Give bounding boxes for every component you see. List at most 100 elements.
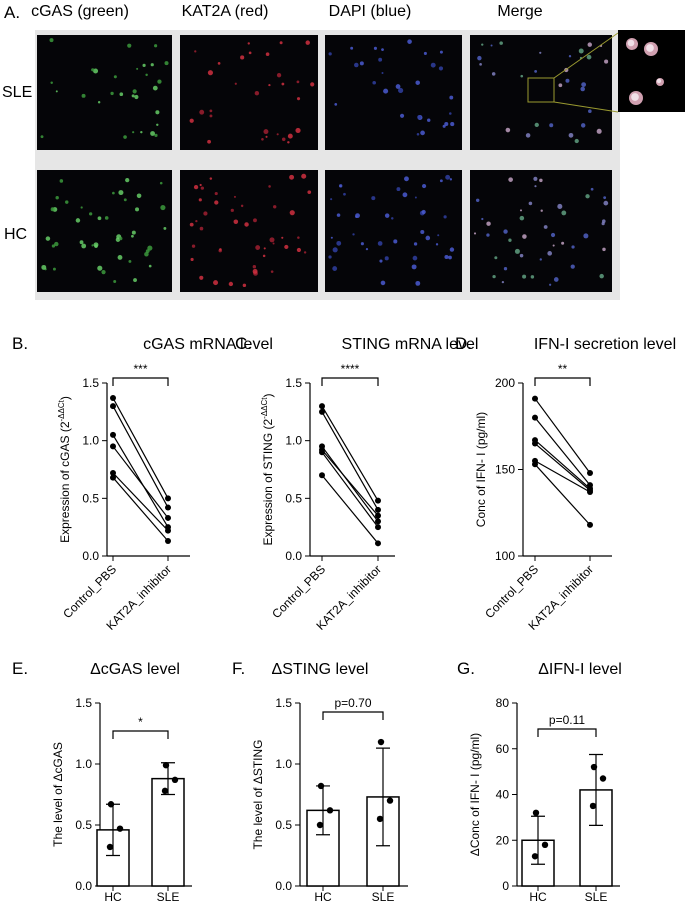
cell — [479, 63, 482, 66]
cell — [214, 200, 219, 205]
cell — [494, 256, 498, 260]
bar — [151, 777, 185, 887]
cell — [97, 101, 101, 104]
cell — [415, 80, 420, 85]
cell — [586, 54, 592, 60]
point — [162, 762, 170, 769]
cell — [113, 280, 117, 284]
y-tick-label: 1.0 — [75, 757, 92, 771]
cell — [200, 186, 204, 190]
cell — [159, 181, 163, 185]
point — [116, 825, 124, 832]
cell — [287, 141, 290, 144]
cell — [213, 280, 219, 286]
cell — [53, 267, 56, 271]
cell — [646, 44, 654, 52]
point — [171, 776, 179, 784]
cell — [539, 51, 542, 54]
cell — [276, 73, 282, 78]
significance-bracket — [537, 728, 597, 737]
point — [375, 506, 381, 513]
cell — [230, 208, 234, 212]
y-tick-label: 1.5 — [285, 376, 302, 390]
pair-line — [112, 434, 169, 528]
cell — [481, 217, 484, 221]
cell — [104, 216, 109, 220]
zoom-line — [553, 32, 619, 79]
micrograph — [180, 170, 318, 292]
cell — [568, 55, 572, 58]
cell — [119, 236, 123, 241]
cell — [270, 270, 274, 273]
cell — [378, 57, 383, 62]
cell — [91, 244, 94, 247]
cell — [415, 280, 421, 286]
cell — [131, 230, 136, 235]
cell — [55, 196, 59, 200]
cell — [398, 87, 404, 94]
cell — [142, 63, 146, 68]
column-header: DAPI (blue) — [329, 3, 412, 20]
chart-title: ΔIFN-I level — [538, 661, 622, 678]
zoom-box — [527, 77, 555, 103]
cell — [154, 133, 158, 137]
cell — [269, 237, 275, 243]
cell — [253, 218, 257, 223]
cell — [328, 255, 332, 259]
cell — [214, 191, 218, 196]
cell — [156, 123, 159, 126]
pair-line — [534, 460, 591, 493]
error-bar — [376, 747, 390, 847]
point — [541, 841, 549, 849]
cell — [402, 192, 408, 198]
cell — [530, 275, 535, 279]
cell — [423, 51, 427, 55]
point — [319, 449, 325, 456]
cell — [381, 48, 384, 51]
cell — [407, 39, 412, 44]
cell — [284, 244, 289, 250]
cell — [381, 72, 384, 75]
cell — [101, 270, 106, 275]
cell — [627, 39, 635, 47]
cell — [248, 51, 252, 55]
cell — [89, 212, 93, 216]
cell — [588, 109, 592, 114]
cell — [252, 265, 257, 269]
cell — [377, 241, 383, 246]
significance-label: p=0.70 — [334, 696, 371, 710]
cell — [144, 252, 149, 257]
y-tick-label: 1.5 — [82, 376, 99, 390]
cell — [91, 68, 95, 72]
cell — [244, 222, 249, 227]
point — [590, 763, 598, 771]
cell — [263, 247, 266, 250]
cell — [301, 173, 307, 179]
cell — [416, 132, 420, 136]
cell — [490, 44, 493, 47]
cell — [268, 185, 271, 188]
pair-line — [321, 405, 379, 501]
cell — [444, 254, 449, 260]
cell — [438, 66, 444, 71]
cell — [189, 222, 194, 227]
cell — [528, 201, 533, 206]
cell — [445, 174, 451, 180]
cell — [448, 255, 452, 260]
pair-line — [534, 443, 591, 491]
cell — [189, 118, 194, 123]
x-tick-label: Control_PBS — [482, 562, 541, 621]
cell — [132, 89, 137, 94]
cell — [118, 190, 124, 196]
cell — [404, 176, 409, 182]
y-label-end: ) — [261, 393, 275, 397]
y-tick-label: 0.0 — [75, 879, 92, 893]
pair-line — [321, 451, 379, 528]
chart-title: IFN-I secretion level — [534, 336, 676, 353]
cell — [209, 114, 213, 118]
cell — [289, 210, 295, 216]
y-label-sup: -ΔΔCt — [57, 399, 66, 421]
cell — [549, 123, 554, 128]
cell — [207, 70, 214, 76]
point — [587, 488, 593, 495]
